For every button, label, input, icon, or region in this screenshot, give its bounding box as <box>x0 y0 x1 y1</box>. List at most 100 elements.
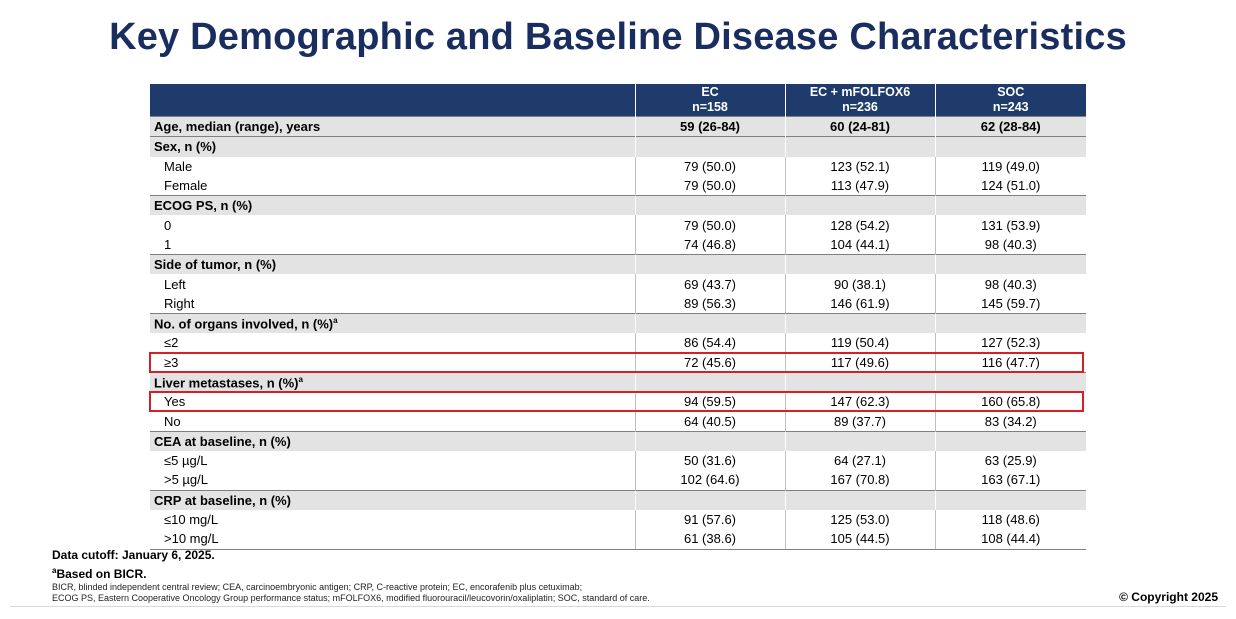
row-label-text: Age, median (range), years <box>154 119 321 135</box>
row-label-text: Female <box>164 178 208 194</box>
row-label-text: ≥3 <box>164 354 179 370</box>
value-cell: 69 (43.7) <box>634 274 785 294</box>
value-cell: 72 (45.6) <box>634 352 785 373</box>
value-cell: 128 (54.2) <box>784 215 935 235</box>
section-row: ECOG PS, n (%) <box>150 195 1086 216</box>
value-cell: 116 (47.7) <box>934 352 1086 373</box>
value-cell <box>934 371 1086 393</box>
row-label-text: Liver metastases, n (%) <box>154 375 299 391</box>
row-label: 0 <box>150 215 635 234</box>
value-cell <box>634 312 785 334</box>
row-label-text: ≤10 mg/L <box>164 512 219 528</box>
page-title: Key Demographic and Baseline Disease Cha… <box>109 16 1127 58</box>
row-label: CRP at baseline, n (%) <box>150 489 635 510</box>
value-cell <box>784 195 935 216</box>
row-label: 1 <box>150 235 635 255</box>
column-name: EC + mFOLFOX6 <box>809 85 911 99</box>
section-row: No. of organs involved, n (%)a <box>150 312 1086 334</box>
value-cell <box>784 312 935 334</box>
value-cell: 79 (50.0) <box>634 156 785 176</box>
footnote-marker: a <box>333 315 338 325</box>
value-cell <box>934 489 1086 510</box>
value-cell <box>634 430 785 452</box>
footnotes: Data cutoff: January 6, 2025. aBased on … <box>52 548 650 604</box>
row-label: >5 µg/L <box>150 470 635 490</box>
table-row: >5 µg/L 102 (64.6) 167 (70.8) 163 (67.1) <box>150 470 1086 491</box>
value-cell: 167 (70.8) <box>784 470 935 491</box>
row-label-text: CEA at baseline, n (%) <box>154 433 291 449</box>
section-row: CRP at baseline, n (%) <box>150 489 1086 510</box>
row-label-text: 0 <box>164 217 172 233</box>
row-label: Right <box>150 294 635 314</box>
table-row: ≥3 72 (45.6) 117 (49.6) 116 (47.7) <box>150 352 1086 373</box>
table-row: Yes 94 (59.5) 147 (62.3) 160 (65.8) <box>150 392 1086 412</box>
value-cell <box>784 254 935 275</box>
copyright-notice: © Copyright 2025 <box>1119 590 1218 604</box>
row-label: No. of organs involved, n (%)a <box>150 312 635 334</box>
section-row: Age, median (range), years 59 (26-84) 60 (… <box>150 115 1086 137</box>
table-body: Age, median (range), years 59 (26-84) 60 (… <box>150 115 1086 550</box>
value-cell: 118 (48.6) <box>934 509 1086 530</box>
table-row: ≤5 µg/L 50 (31.6) 64 (27.1) 63 (25.9) <box>150 451 1086 471</box>
row-label-text: Right <box>164 295 195 311</box>
value-cell: 104 (44.1) <box>784 234 935 255</box>
value-cell: 119 (50.4) <box>784 333 935 353</box>
value-cell: 146 (61.9) <box>784 293 935 314</box>
value-cell: 90 (38.1) <box>784 274 935 294</box>
row-label: ECOG PS, n (%) <box>150 195 635 216</box>
row-label-text: Side of tumor, n (%) <box>154 257 277 273</box>
value-cell: 79 (50.0) <box>634 175 785 196</box>
value-cell: 145 (59.7) <box>934 293 1086 314</box>
row-label: ≥3 <box>150 353 635 373</box>
row-label: No <box>150 411 635 431</box>
table-row: ≤2 86 (54.4) 119 (50.4) 127 (52.3) <box>150 333 1086 353</box>
row-label-text: CRP at baseline, n (%) <box>154 492 292 508</box>
column-header-ec: EC n=158 <box>634 84 785 117</box>
row-label-text: 1 <box>164 236 172 252</box>
value-cell: 64 (40.5) <box>634 411 785 432</box>
value-cell <box>634 195 785 216</box>
value-cell: 163 (67.1) <box>934 470 1086 491</box>
row-label-text: No. of organs involved, n (%) <box>154 316 334 332</box>
value-cell: 119 (49.0) <box>934 156 1086 176</box>
value-cell: 62 (28-84) <box>934 115 1086 137</box>
row-label-text: >10 mg/L <box>164 531 219 547</box>
value-cell <box>784 489 935 510</box>
value-cell: 79 (50.0) <box>634 215 785 235</box>
header-blank <box>150 84 635 117</box>
value-cell <box>634 489 785 510</box>
value-cell: 98 (40.3) <box>934 234 1086 255</box>
value-cell: 89 (56.3) <box>634 293 785 314</box>
table-row: Male 79 (50.0) 123 (52.1) 119 (49.0) <box>150 156 1086 176</box>
value-cell <box>784 430 935 452</box>
section-row: CEA at baseline, n (%) <box>150 430 1086 452</box>
footnote-marker: a <box>52 566 57 575</box>
row-label: ≤2 <box>150 333 635 352</box>
value-cell: 98 (40.3) <box>934 274 1086 294</box>
value-cell: 83 (34.2) <box>934 411 1086 432</box>
footer-divider <box>10 606 1226 607</box>
value-cell: 102 (64.6) <box>634 470 785 491</box>
row-label: Male <box>150 157 635 176</box>
table-row: 1 74 (46.8) 104 (44.1) 98 (40.3) <box>150 234 1086 255</box>
column-header-ec-mfolfox6: EC + mFOLFOX6 n=236 <box>784 84 935 117</box>
value-cell <box>634 136 785 157</box>
value-cell: 113 (47.9) <box>784 175 935 196</box>
table-row: No 64 (40.5) 89 (37.7) 83 (34.2) <box>150 411 1086 432</box>
value-cell: 147 (62.3) <box>784 392 935 412</box>
row-label: Side of tumor, n (%) <box>150 254 635 275</box>
value-cell <box>934 195 1086 216</box>
column-name: EC <box>701 85 719 99</box>
column-n: n=243 <box>992 100 1029 114</box>
row-label-text: ≤2 <box>164 335 179 351</box>
value-cell: 63 (25.9) <box>934 451 1086 471</box>
value-cell: 160 (65.8) <box>934 392 1086 412</box>
bicr-footnote: aBased on BICR. <box>52 563 650 582</box>
footnote-text: Based on BICR. <box>56 567 147 581</box>
value-cell <box>934 430 1086 452</box>
section-row: Side of tumor, n (%) <box>150 254 1086 275</box>
row-label-text: Yes <box>164 394 186 410</box>
row-label-text: Left <box>164 276 186 292</box>
row-label-text: ECOG PS, n (%) <box>154 198 253 214</box>
column-n: n=158 <box>692 100 728 114</box>
